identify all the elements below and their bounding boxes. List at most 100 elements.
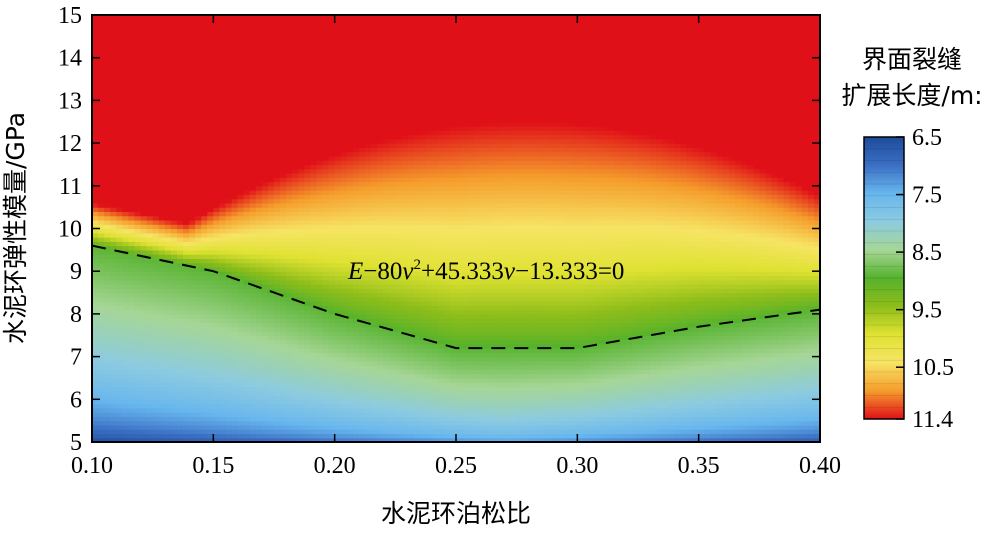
contour-cell: [140, 27, 148, 33]
contour-cell: [134, 403, 142, 409]
contour-cell: [274, 254, 281, 259]
contour-cell: [134, 19, 142, 25]
contour-cell: [122, 83, 129, 89]
contour-cell: [170, 147, 178, 153]
contour-cell: [116, 134, 123, 140]
contour-cell: [243, 343, 251, 349]
contour-cell: [310, 424, 318, 430]
contour-cell: [98, 232, 105, 238]
contour-cell: [292, 288, 299, 294]
contour-cell: [146, 288, 154, 294]
contour-cell: [201, 403, 208, 409]
contour-cell: [104, 194, 111, 200]
contour-cell: [183, 296, 190, 302]
contour-cell: [176, 19, 184, 25]
contour-cell: [140, 296, 148, 302]
contour-cell: [292, 339, 299, 345]
contour-cell: [237, 433, 245, 439]
contour-cell: [140, 420, 148, 426]
contour-cell: [164, 15, 172, 20]
contour-cell: [255, 288, 263, 294]
contour-cell: [195, 377, 202, 383]
contour-cell: [298, 365, 305, 371]
contour-cell: [170, 49, 178, 55]
contour-cell: [358, 275, 366, 281]
contour-cell: [298, 275, 305, 281]
contour-cell: [255, 382, 263, 388]
contour-cell: [346, 228, 354, 234]
contour-cell: [207, 70, 214, 76]
contour-cell: [201, 70, 208, 76]
contour-cell: [371, 87, 378, 93]
contour-cell: [158, 57, 166, 63]
contour-cell: [267, 266, 275, 272]
contour-cell: [92, 198, 99, 204]
contour-cell: [128, 160, 136, 166]
contour-cell: [183, 160, 190, 166]
contour-cell: [267, 241, 275, 247]
contour-cell: [134, 185, 142, 191]
contour-cell: [286, 164, 293, 170]
contour-cell: [322, 49, 330, 55]
contour-cell: [201, 386, 208, 392]
contour-cell: [383, 352, 390, 358]
contour-cell: [231, 412, 239, 417]
contour-cell: [352, 399, 360, 405]
contour-cell: [274, 262, 281, 268]
contour-cell: [298, 420, 305, 426]
contour-cell: [328, 121, 336, 127]
contour-cell: [170, 177, 178, 183]
contour-cell: [225, 194, 233, 200]
contour-cell: [213, 219, 220, 225]
contour-cell: [152, 66, 160, 72]
contour-cell: [358, 74, 366, 80]
contour-cell: [134, 348, 142, 353]
contour-cell: [219, 211, 227, 217]
contour-cell: [231, 305, 239, 311]
contour-cell: [304, 57, 311, 63]
contour-cell: [274, 151, 281, 157]
contour-cell: [352, 202, 360, 208]
contour-cell: [201, 382, 208, 388]
contour-cell: [255, 313, 263, 319]
contour-cell: [140, 40, 148, 46]
contour-cell: [316, 429, 324, 435]
contour-cell: [158, 61, 166, 67]
contour-cell: [274, 365, 281, 371]
contour-cell: [104, 420, 111, 426]
contour-cell: [261, 177, 269, 183]
contour-cell: [104, 437, 111, 442]
contour-cell: [104, 224, 111, 230]
contour-cell: [110, 326, 117, 332]
contour-cell: [316, 258, 324, 264]
contour-cell: [243, 155, 251, 161]
contour-cell: [207, 326, 214, 332]
contour-cell: [195, 215, 202, 221]
contour-cell: [134, 83, 142, 89]
contour-cell: [310, 87, 318, 93]
contour-cell: [146, 168, 154, 174]
contour-cell: [383, 151, 390, 157]
contour-cell: [292, 49, 299, 55]
contour-cell: [352, 433, 360, 439]
contour-cell: [122, 117, 129, 123]
contour-cell: [213, 168, 220, 174]
contour-cell: [316, 57, 324, 63]
contour-cell: [243, 108, 251, 114]
contour-cell: [365, 83, 372, 89]
contour-cell: [146, 66, 154, 72]
contour-cell: [170, 126, 178, 131]
contour-cell: [383, 386, 390, 392]
contour-cell: [201, 288, 208, 294]
contour-cell: [249, 190, 257, 195]
contour-cell: [237, 219, 245, 225]
contour-cell: [158, 87, 166, 93]
contour-cell: [352, 61, 360, 67]
contour-cell: [122, 335, 129, 341]
contour-cell: [304, 241, 311, 247]
contour-cell: [243, 369, 251, 375]
contour-cell: [322, 172, 330, 178]
contour-cell: [231, 44, 239, 50]
contour-cell: [365, 313, 372, 319]
contour-cell: [322, 117, 330, 123]
